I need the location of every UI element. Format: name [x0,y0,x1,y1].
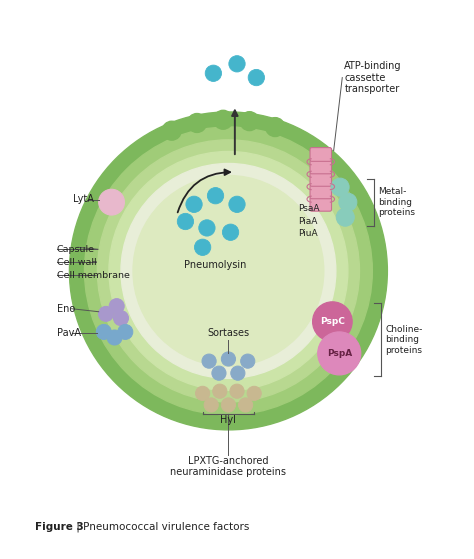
Circle shape [113,311,128,326]
Circle shape [331,178,349,196]
Circle shape [177,214,193,230]
Circle shape [336,208,354,226]
Circle shape [97,140,359,402]
Circle shape [205,65,221,82]
Text: Figure 3: Figure 3 [35,522,84,532]
Circle shape [230,384,244,399]
Text: Sortases: Sortases [207,328,249,338]
Circle shape [162,121,181,140]
Circle shape [241,354,255,368]
Circle shape [339,193,357,211]
Circle shape [133,176,324,366]
Text: Hyl: Hyl [220,415,237,425]
Circle shape [196,386,210,400]
Circle shape [204,398,219,412]
Circle shape [69,112,387,430]
Text: | Pneumococcal virulence factors: | Pneumococcal virulence factors [73,522,249,532]
FancyBboxPatch shape [310,197,331,211]
Text: Pneumolysin: Pneumolysin [184,260,246,270]
Circle shape [238,398,253,412]
Circle shape [221,398,236,412]
Circle shape [229,196,245,212]
Circle shape [99,306,113,321]
Text: ATP-binding
cassette
transporter: ATP-binding cassette transporter [345,61,402,94]
Circle shape [194,239,211,255]
Circle shape [118,324,133,339]
Circle shape [186,196,202,212]
Circle shape [99,190,125,215]
Circle shape [107,330,122,345]
Circle shape [248,69,264,86]
Circle shape [84,127,373,415]
Circle shape [266,117,284,136]
Text: Capsule: Capsule [56,245,94,254]
FancyBboxPatch shape [310,173,331,186]
Text: Cell membrane: Cell membrane [56,271,129,280]
Circle shape [207,188,224,204]
Circle shape [199,220,215,236]
Text: Eno: Eno [56,304,75,314]
Circle shape [212,366,226,380]
Text: Metal-
binding
proteins: Metal- binding proteins [378,187,415,217]
Text: Cell wall: Cell wall [56,258,96,267]
Circle shape [109,151,348,390]
Circle shape [231,366,245,380]
Circle shape [96,324,111,339]
Circle shape [214,110,233,129]
Circle shape [247,386,261,400]
Circle shape [318,332,361,375]
Circle shape [213,384,227,399]
Text: LPXTG-anchored
neuraminidase proteins: LPXTG-anchored neuraminidase proteins [171,456,286,477]
FancyBboxPatch shape [310,185,331,199]
Text: Choline-
binding
proteins: Choline- binding proteins [385,325,423,354]
Text: PsaA
PiaA
PiuA: PsaA PiaA PiuA [298,205,319,239]
FancyBboxPatch shape [310,148,331,162]
FancyBboxPatch shape [310,160,331,174]
Text: PspC: PspC [320,317,345,326]
Text: PspA: PspA [327,349,352,358]
Text: PavA: PavA [56,328,81,338]
Circle shape [121,163,336,378]
Circle shape [202,354,216,368]
Circle shape [222,224,239,240]
Circle shape [313,302,352,342]
Circle shape [188,113,206,132]
Circle shape [229,56,245,72]
Circle shape [240,112,259,131]
Text: LytA: LytA [73,194,94,203]
Circle shape [221,352,236,366]
Circle shape [109,299,124,314]
